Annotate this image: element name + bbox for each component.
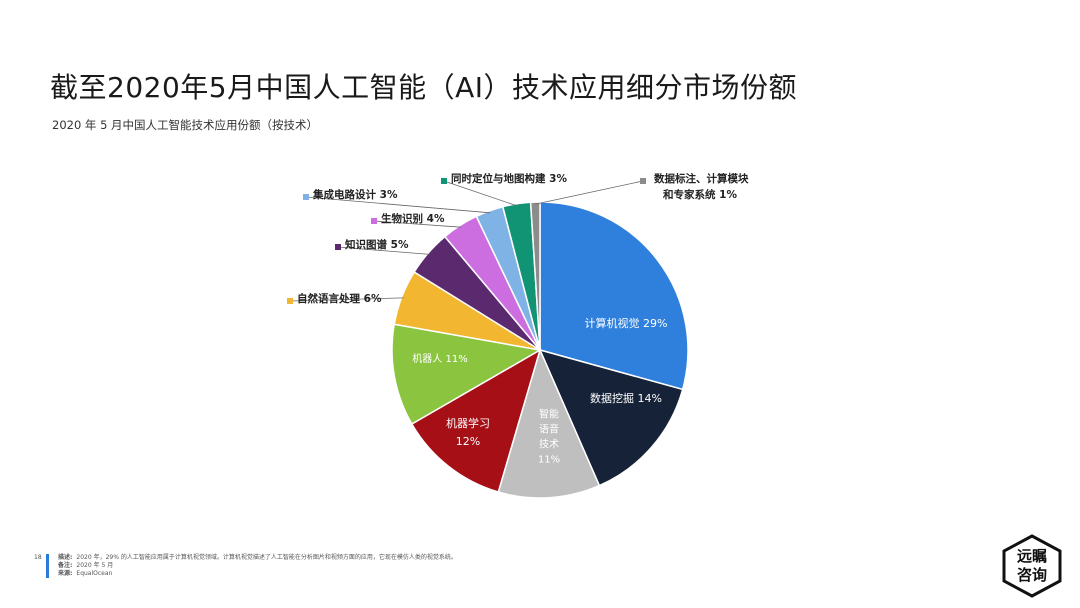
slice-data-label: 数据挖掘 14%	[590, 391, 662, 405]
slice-data-label: 智能语音技术 11%	[538, 408, 560, 466]
footer-text: EqualOcean	[76, 570, 113, 577]
footer-text: 2020 年，29% 的人工智能应用属于计算机视觉领域。计算机视觉描述了人工智能…	[76, 554, 457, 561]
leader-line	[443, 180, 518, 207]
legend-marker	[371, 218, 377, 224]
slice-callout-label: 生物识别 4%	[381, 212, 445, 225]
company-logo: 远瞩 咨询	[1000, 534, 1064, 598]
leader-line	[373, 220, 462, 228]
pie-slice	[497, 347, 601, 499]
logo-line-1: 远瞩	[1016, 547, 1047, 565]
leader-line	[305, 196, 491, 214]
leader-line	[289, 297, 404, 302]
leader-line	[535, 180, 644, 205]
slice-callout-label: 自然语言处理 6%	[297, 292, 382, 305]
footer-line-note: 备注: 2020 年 5 月	[58, 562, 578, 570]
logo-line-2: 咨询	[1016, 566, 1047, 584]
footer-line-source: 来源: EqualOcean	[58, 570, 578, 578]
footer-accent-bar	[46, 554, 49, 578]
footer-text: 2020 年 5 月	[76, 562, 114, 569]
legend-marker	[287, 298, 293, 304]
legend-marker	[441, 178, 447, 184]
footer-key: 描述:	[58, 554, 73, 561]
pie-slice	[538, 348, 684, 487]
legend-marker	[640, 178, 646, 184]
page-number: 18	[34, 554, 42, 561]
pie-slice	[410, 348, 542, 493]
slice-data-label: 机器学习 12%	[446, 416, 490, 448]
slice-callout-label: 数据标注、计算模块和专家系统 1%	[653, 172, 749, 201]
pie-slice	[391, 323, 543, 426]
footer-key: 来源:	[58, 570, 73, 577]
footer-key: 备注:	[58, 562, 73, 569]
page-subtitle: 2020 年 5 月中国人工智能技术应用份额（按技术）	[52, 118, 319, 132]
leader-line	[337, 246, 430, 255]
logo-hexagon-icon	[1002, 534, 1062, 598]
footer-line-description: 描述: 2020 年，29% 的人工智能应用属于计算机视觉领域。计算机视觉描述了人…	[58, 554, 578, 562]
logo-text: 远瞩 咨询	[1000, 534, 1064, 598]
slice-callout-label: 同时定位与地图构建 3%	[451, 172, 567, 185]
slice-callout-label: 知识图谱 5%	[345, 238, 409, 251]
footer-notes: 描述: 2020 年，29% 的人工智能应用属于计算机视觉领域。计算机视觉描述了人…	[58, 554, 578, 578]
pie-slice	[529, 201, 541, 351]
legend-marker	[335, 244, 341, 250]
slice-callout-label: 集成电路设计 3%	[312, 188, 398, 201]
slice-data-label: 机器人 11%	[412, 352, 467, 365]
slice-data-label: 计算机视觉 29%	[585, 316, 668, 330]
legend-marker	[303, 194, 309, 200]
page-title: 截至2020年5月中国人工智能（AI）技术应用细分市场份额	[50, 71, 797, 104]
pie-slice	[539, 201, 689, 391]
